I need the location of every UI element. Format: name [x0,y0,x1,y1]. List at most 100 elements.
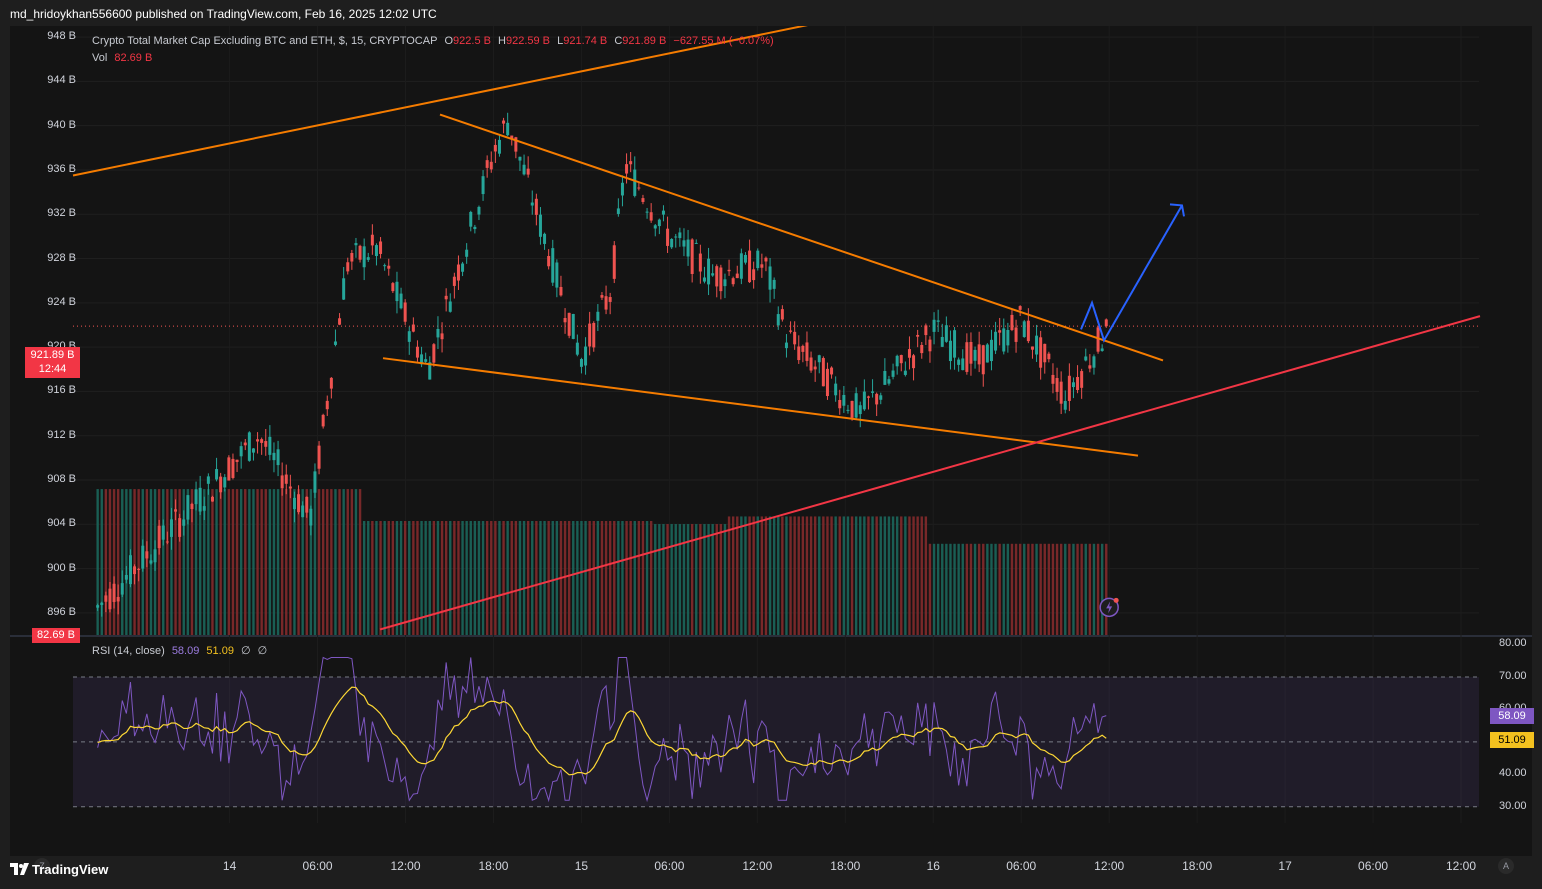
z-button[interactable]: Z [34,858,50,874]
volume-bar [887,516,891,635]
candle-body [120,583,124,595]
candle-body [961,358,965,371]
volume-bar [375,521,378,635]
volume-bar [637,521,641,635]
volume-bar [961,543,964,635]
volume-bar [293,489,296,635]
candle-body [625,164,629,174]
rsi-legend[interactable]: RSI (14, close) 58.09 51.09 ∅ ∅ [92,644,271,657]
volume-bar [289,489,292,635]
volume-bar [555,521,559,635]
price-tick: 924 B [47,295,76,308]
volume-bar [416,521,419,635]
volume-bar [859,516,862,635]
candle-body [469,211,473,227]
volume-bar [1010,543,1014,635]
volume-bar [408,521,411,635]
symbol-legend[interactable]: Crypto Total Market Cap Excluding BTC an… [92,35,778,47]
volume-bar [391,521,395,635]
tradingview-icon [10,863,29,875]
volume-bar [461,521,464,635]
candle-body [157,525,161,549]
candle-body [694,242,698,244]
volume-bar [551,521,554,635]
volume-bar [871,516,874,635]
volume-bar [1055,543,1059,635]
candle-body [600,295,604,298]
volume-bar [875,516,878,635]
projection-path [1080,204,1183,343]
volume-bar [313,489,317,635]
candle-body [538,214,542,237]
volume-bar [387,521,390,635]
volume-bar [272,489,276,635]
volume-bar [781,516,784,635]
chart-svg[interactable] [10,26,1532,856]
candle-body [715,266,719,287]
volume-bar [969,543,973,635]
open-label: O [444,35,454,47]
drawings [72,26,1481,631]
volume-bar [108,489,112,635]
rsi-tick: 30.00 [1499,799,1527,812]
volume-bar [436,521,440,635]
candle-body [366,257,370,260]
candle-body [575,342,579,355]
time-tick: 18:00 [1182,859,1213,873]
candle-body [198,487,202,512]
volume-bar [592,521,595,635]
descending-resistance-line [439,113,1164,362]
candle-body [108,588,112,610]
candle-body [682,240,686,247]
candle-body [104,595,108,602]
volume-bar [231,489,235,635]
candle-body [969,342,973,364]
volume-bar [301,489,304,635]
volume-bar [96,489,99,635]
price-tick: 904 B [47,517,76,530]
volume-bar [723,524,727,635]
time-tick: 12:00 [1445,859,1477,873]
candle-body [432,344,436,363]
volume-bar [490,521,493,635]
volume-bar [941,543,944,635]
candle-body [473,226,477,230]
volume-bar [264,489,267,635]
volume-bar [772,516,776,635]
volume-bar [748,516,751,635]
volume-bar [239,489,243,635]
candle-body [288,486,292,489]
price-tick: 900 B [47,561,76,574]
candle-body [231,458,235,478]
candle-body [608,297,612,302]
candle-body [280,475,284,489]
tradingview-logo[interactable]: TradingView [10,862,108,877]
candle-body [411,324,415,332]
candle-body [559,286,563,296]
chart-frame[interactable]: Crypto Total Market Cap Excluding BTC an… [10,26,1534,874]
rsi-extra-2: ∅ [257,645,268,657]
candle-body [899,355,903,364]
volume-bar [399,521,403,635]
candle-body [526,168,530,175]
candle-body [1051,374,1055,384]
rsi-line [97,656,1107,803]
volume-bar [252,489,255,635]
volume-bar [186,489,190,635]
a-button[interactable]: A [1498,858,1514,874]
candle-body [190,503,194,510]
volume-bar [785,516,788,635]
volume-bar [719,524,723,635]
candle-body [965,342,969,372]
candle-body [637,187,641,189]
price-tick: 912 B [47,428,76,441]
candle-body [1006,329,1010,346]
candle-body [748,250,752,283]
volume-legend[interactable]: Vol 82.69 B [92,52,156,64]
candle-body [571,313,575,339]
candle-body [440,333,444,340]
candle-body [235,459,239,462]
candle-body [702,277,706,282]
volume-bar [227,489,231,635]
volume-bar [526,521,530,635]
